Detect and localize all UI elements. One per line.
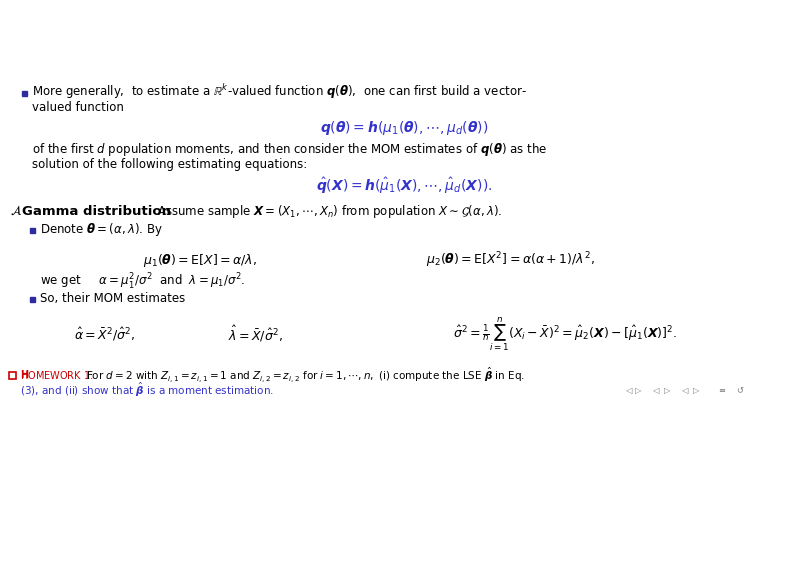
Bar (9, 372, 16, 379)
Bar (22, 91, 27, 96)
Text: valued function: valued function (32, 101, 124, 114)
Text: $\hat{\alpha} = \bar{X}^2/\hat{\sigma}^2,$: $\hat{\alpha} = \bar{X}^2/\hat{\sigma}^2… (74, 326, 136, 343)
Text: Week 05 - 06      7 / 33: Week 05 - 06 7 / 33 (714, 557, 801, 567)
Text: $\mu_2(\boldsymbol{\theta}) = \mathrm{E}[X^2] = \alpha(\alpha+1)/\lambda^2,$: $\mu_2(\boldsymbol{\theta}) = \mathrm{E}… (426, 250, 595, 270)
Text: solution of the following estimating equations:: solution of the following estimating equ… (32, 158, 307, 171)
Text: H: H (20, 370, 28, 380)
Text: 7. Estimate by method of moments: 7. Estimate by method of moments (15, 18, 484, 42)
Text: More generally,  to estimate a $\mathbb{R}^k$-valued function $\boldsymbol{q}(\b: More generally, to estimate a $\mathbb{R… (32, 83, 527, 102)
Text: (3), and (ii) show that $\hat{\boldsymbol{\beta}}$ is a moment estimation.: (3), and (ii) show that $\hat{\boldsymbo… (20, 381, 274, 399)
Text: $\hat{\lambda} = \bar{X}/\hat{\sigma}^2,$: $\hat{\lambda} = \bar{X}/\hat{\sigma}^2,… (227, 324, 282, 344)
Text: $\mathrm{HOMEWORK}$ 1:: $\mathrm{HOMEWORK}$ 1: (20, 369, 94, 381)
Text: $\mathcal{A}$: $\mathcal{A}$ (10, 205, 22, 218)
Text: $\hat{\boldsymbol{q}}(\boldsymbol{X}) = \boldsymbol{h}(\hat{\mu}_1(\boldsymbol{X: $\hat{\boldsymbol{q}}(\boldsymbol{X}) = … (316, 175, 492, 196)
Text: For $d = 2$ with $Z_{i,1} = z_{i,1} = 1$ and $Z_{i,2} = z_{i,2}$ for $i = 1,\cdo: For $d = 2$ with $Z_{i,1} = z_{i,1} = 1$… (86, 365, 525, 385)
Bar (30, 297, 35, 302)
Text: $\boldsymbol{q}(\boldsymbol{\theta}) = \boldsymbol{h}(\mu_1(\boldsymbol{\theta}): $\boldsymbol{q}(\boldsymbol{\theta}) = \… (320, 118, 488, 137)
Text: Denote $\boldsymbol{\theta} = (\alpha, \lambda)$. By: Denote $\boldsymbol{\theta} = (\alpha, \… (40, 222, 163, 238)
Text: of the first $d$ population moments, and then consider the MOM estimates of $\bo: of the first $d$ population moments, and… (32, 141, 547, 158)
Text: Gamma distribution: Gamma distribution (22, 205, 171, 218)
Text: $\lhd\,\rhd\quad\lhd\,\rhd\quad\lhd\,\rhd\qquad\equiv\quad\circlearrowleft$: $\lhd\,\rhd\quad\lhd\,\rhd\quad\lhd\,\rh… (625, 385, 745, 396)
Text: $\hat{\sigma}^2 = \frac{1}{n}\sum_{i=1}^{n}(X_i - \bar{X})^2 = \hat{\mu}_2(\bold: $\hat{\sigma}^2 = \frac{1}{n}\sum_{i=1}^… (453, 316, 677, 353)
Text: Methods of Estimation: Methods of Estimation (362, 557, 447, 567)
Text: Xiaohu Li  (Stevens Institute of Technology): Xiaohu Li (Stevens Institute of Technolo… (8, 557, 175, 567)
Text: we get     $\alpha = \mu_1^2/\sigma^2$  and  $\lambda = \mu_1/\sigma^2$.: we get $\alpha = \mu_1^2/\sigma^2$ and $… (40, 272, 245, 293)
Text: So, their MOM estimates: So, their MOM estimates (40, 293, 185, 305)
Text: $\mu_1(\boldsymbol{\theta}) = \mathrm{E}[X] = \alpha/\lambda,$: $\mu_1(\boldsymbol{\theta}) = \mathrm{E}… (143, 252, 257, 269)
Text: Assume sample $\boldsymbol{X} = (X_1,\cdots,X_n)$ from population $X \sim \mathc: Assume sample $\boldsymbol{X} = (X_1,\cd… (157, 203, 502, 220)
Bar (30, 228, 35, 233)
